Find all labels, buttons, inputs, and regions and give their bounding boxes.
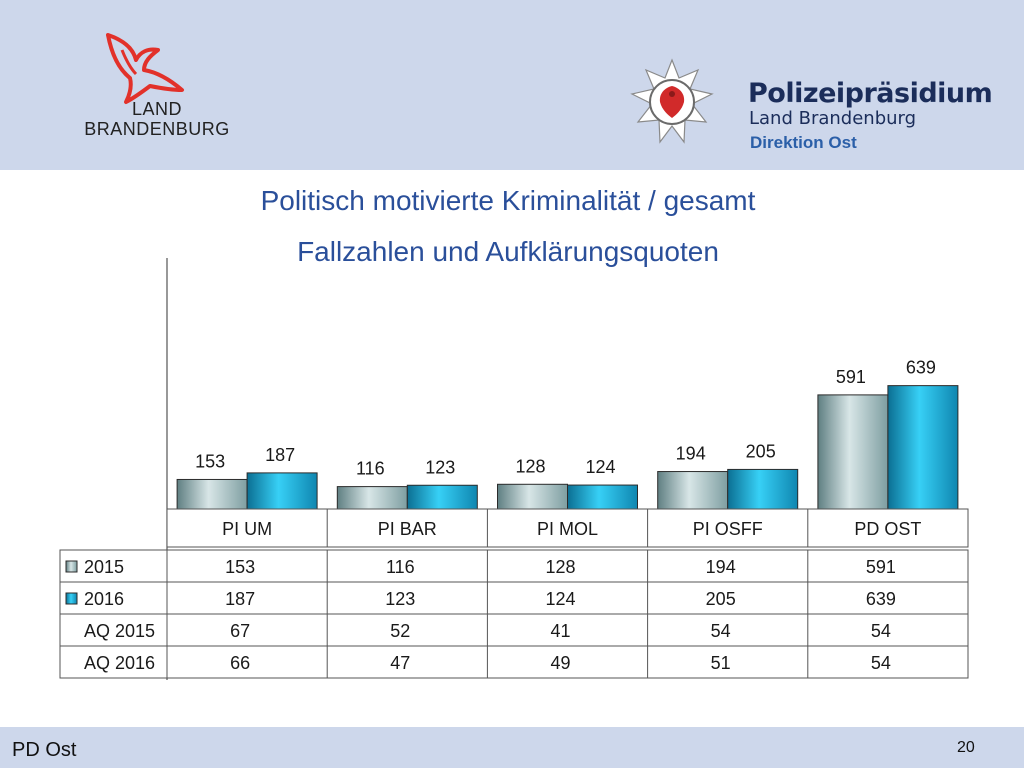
table-cell: 67 — [230, 621, 250, 641]
bar-value-label: 591 — [836, 367, 866, 387]
police-subtitle: Land Brandenburg — [749, 108, 917, 129]
table-row-label: 2016 — [84, 589, 124, 609]
bar-2016-pi-mol — [567, 484, 638, 510]
category-row — [166, 508, 969, 548]
bar-value-label: 116 — [356, 459, 385, 479]
table-cell: 116 — [386, 557, 415, 577]
table-cell: 66 — [230, 653, 250, 673]
state-logo-line2: BRANDENBURG — [84, 119, 230, 139]
table-cell: 52 — [390, 621, 410, 641]
category-label: PI MOL — [537, 519, 598, 539]
table-row-label: AQ 2016 — [84, 653, 155, 673]
bar-value-label: 205 — [746, 441, 776, 461]
table-cell: 54 — [871, 621, 891, 641]
slide-title: Politisch motivierte Kriminalität / gesa… — [260, 185, 756, 216]
bar-2016-pi-osff — [727, 468, 799, 510]
bar-2015-pi-bar — [336, 486, 408, 510]
bar-value-label: 153 — [195, 451, 225, 471]
footer-label: PD Ost — [12, 739, 77, 761]
table-cell: 187 — [225, 589, 255, 609]
table-cell: 128 — [545, 557, 575, 577]
table-row-label: AQ 2015 — [84, 621, 155, 641]
bar-value-label: 194 — [676, 444, 706, 464]
bar-2015-pd-ost — [817, 394, 889, 510]
police-direction: Direktion Ost — [750, 133, 857, 152]
table-cell: 205 — [706, 589, 736, 609]
slide-subtitle: Fallzahlen und Aufklärungsquoten — [297, 236, 719, 267]
bar-2016-pi-um — [246, 472, 318, 510]
table-cell: 47 — [390, 653, 410, 673]
table-cell: 123 — [385, 589, 415, 609]
police-title: Polizeipräsidium — [748, 78, 993, 109]
table-row-label: 2015 — [84, 557, 124, 577]
page-number: 20 — [957, 739, 975, 756]
table-cell: 124 — [545, 589, 575, 609]
table-cell: 639 — [866, 589, 896, 609]
bar-value-label: 128 — [515, 456, 545, 476]
table-cell: 49 — [550, 653, 570, 673]
bar-2015-pi-osff — [657, 471, 729, 510]
table-cell: 54 — [871, 653, 891, 673]
table-cell: 54 — [711, 621, 731, 641]
legend-key-2015 — [65, 560, 78, 573]
category-label: PI OSFF — [693, 519, 763, 539]
bar-value-label: 639 — [906, 358, 936, 378]
legend-key-2016 — [65, 592, 78, 605]
bar-2016-pd-ost — [887, 385, 959, 510]
slide-footer: PD Ost 20 — [0, 727, 1024, 768]
table-cell: 591 — [866, 557, 896, 577]
bar-value-label: 187 — [265, 445, 295, 465]
table-cell: 153 — [225, 557, 255, 577]
eagle-logo-icon — [106, 33, 184, 104]
slide-header: LAND BRANDENBURG Polizeipräsidium Land B… — [0, 0, 1024, 170]
police-star-icon — [630, 58, 714, 144]
bar-2015-pi-um — [176, 478, 248, 510]
category-label: PD OST — [854, 519, 921, 539]
table-cell: 51 — [711, 653, 731, 673]
table-cell: 41 — [550, 621, 570, 641]
bar-value-label: 124 — [585, 457, 615, 477]
table-cell: 194 — [706, 557, 736, 577]
category-label: PI UM — [222, 519, 272, 539]
bar-2016-pi-bar — [406, 484, 478, 510]
bar-value-label: 123 — [425, 457, 455, 477]
state-logo-line1: LAND — [131, 99, 182, 119]
category-label: PI BAR — [378, 519, 437, 539]
bar-2015-pi-mol — [497, 483, 568, 510]
